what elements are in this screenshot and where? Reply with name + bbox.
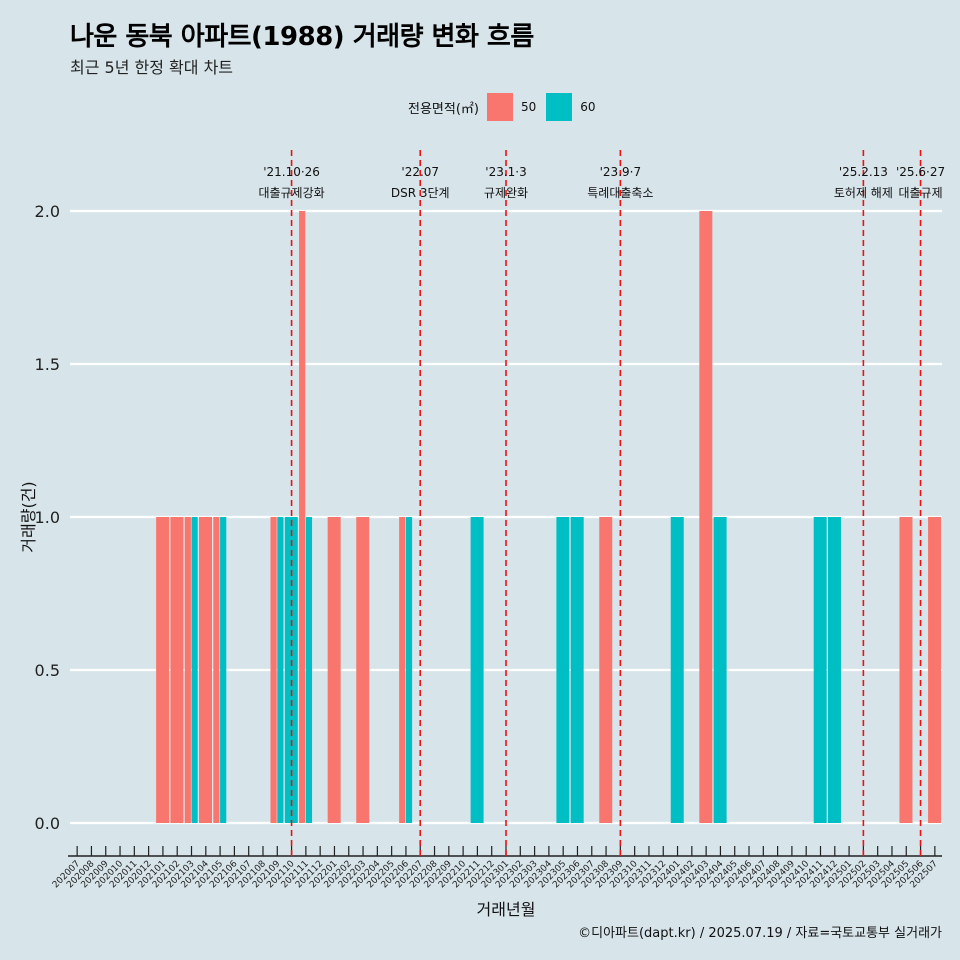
y-tick-label: 0.5 (35, 661, 60, 680)
policy-date-label: '25.6·27 (896, 165, 945, 179)
policy-event-label: 규제완화 (484, 186, 528, 200)
legend-label-50: 50 (520, 100, 537, 114)
x-axis-title: 거래년월 (477, 900, 536, 919)
bar-50-202507 (928, 517, 942, 823)
legend-label-60: 60 (580, 100, 596, 114)
bar-60-202105 (220, 517, 227, 823)
bar-60-202411 (813, 517, 827, 823)
bar-60-202206 (405, 517, 413, 823)
bar-60-202305 (556, 517, 570, 823)
policy-date-label: '25.2.13 (839, 165, 888, 179)
bar-50-202111 (299, 211, 306, 823)
bar-50-202308 (599, 517, 613, 823)
bar-60-202103 (191, 517, 198, 823)
bar-50-202102 (170, 517, 184, 823)
bar-50-202104 (199, 517, 212, 823)
y-tick-label: 0.0 (35, 814, 60, 833)
policy-event-label: 대출규제강화 (258, 186, 324, 200)
legend-key-50 (486, 93, 513, 121)
bar-60-202412 (827, 517, 841, 823)
bar-60-202401 (670, 517, 684, 823)
legend-key-60 (546, 93, 573, 121)
bar-60-202211 (470, 517, 484, 823)
y-tick-label: 1.5 (35, 355, 60, 374)
y-tick-label: 1.0 (35, 508, 60, 527)
bar-50-202103 (184, 517, 191, 823)
source-caption: ©디아파트(dapt.kr) / 2025.07.19 / 자료=국토교통부 실… (578, 926, 942, 941)
policy-date-label: '23.9·7 (600, 165, 641, 179)
bar-50-202109 (270, 517, 277, 823)
chart-title: 나운 동북 아파트(1988) 거래량 변화 흐름 (70, 22, 534, 52)
bar-50-202505 (899, 517, 913, 823)
bar-60-202109 (277, 517, 284, 823)
bar-50-202206 (399, 517, 406, 823)
policy-date-label: '22.07 (401, 165, 439, 179)
bar-60-202404 (713, 517, 727, 823)
y-axis-title: 거래량(건) (19, 481, 38, 552)
bar-60-202306 (570, 517, 584, 823)
policy-date-label: '23.1·3 (485, 165, 526, 179)
policy-date-label: '21.10·26 (263, 165, 320, 179)
policy-event-label: 대출규제 (898, 186, 942, 200)
bar-50-202403 (699, 211, 713, 823)
bar-50-202201 (327, 517, 341, 823)
policy-event-label: DSR 3단계 (391, 186, 450, 200)
policy-event-label: 특례대출축소 (587, 186, 653, 200)
legend-title: 전용면적(㎡) (408, 101, 479, 117)
chart-subtitle: 최근 5년 한정 확대 차트 (70, 58, 234, 77)
policy-event-label: 토허제 해제 (834, 186, 893, 200)
bar-50-202105 (213, 517, 220, 823)
y-tick-label: 2.0 (35, 202, 60, 221)
bar-50-202101 (156, 517, 170, 823)
legend: 전용면적(㎡) 50 60 (408, 93, 606, 121)
bar-60-202111 (305, 517, 313, 823)
bar-50-202203 (356, 517, 370, 823)
